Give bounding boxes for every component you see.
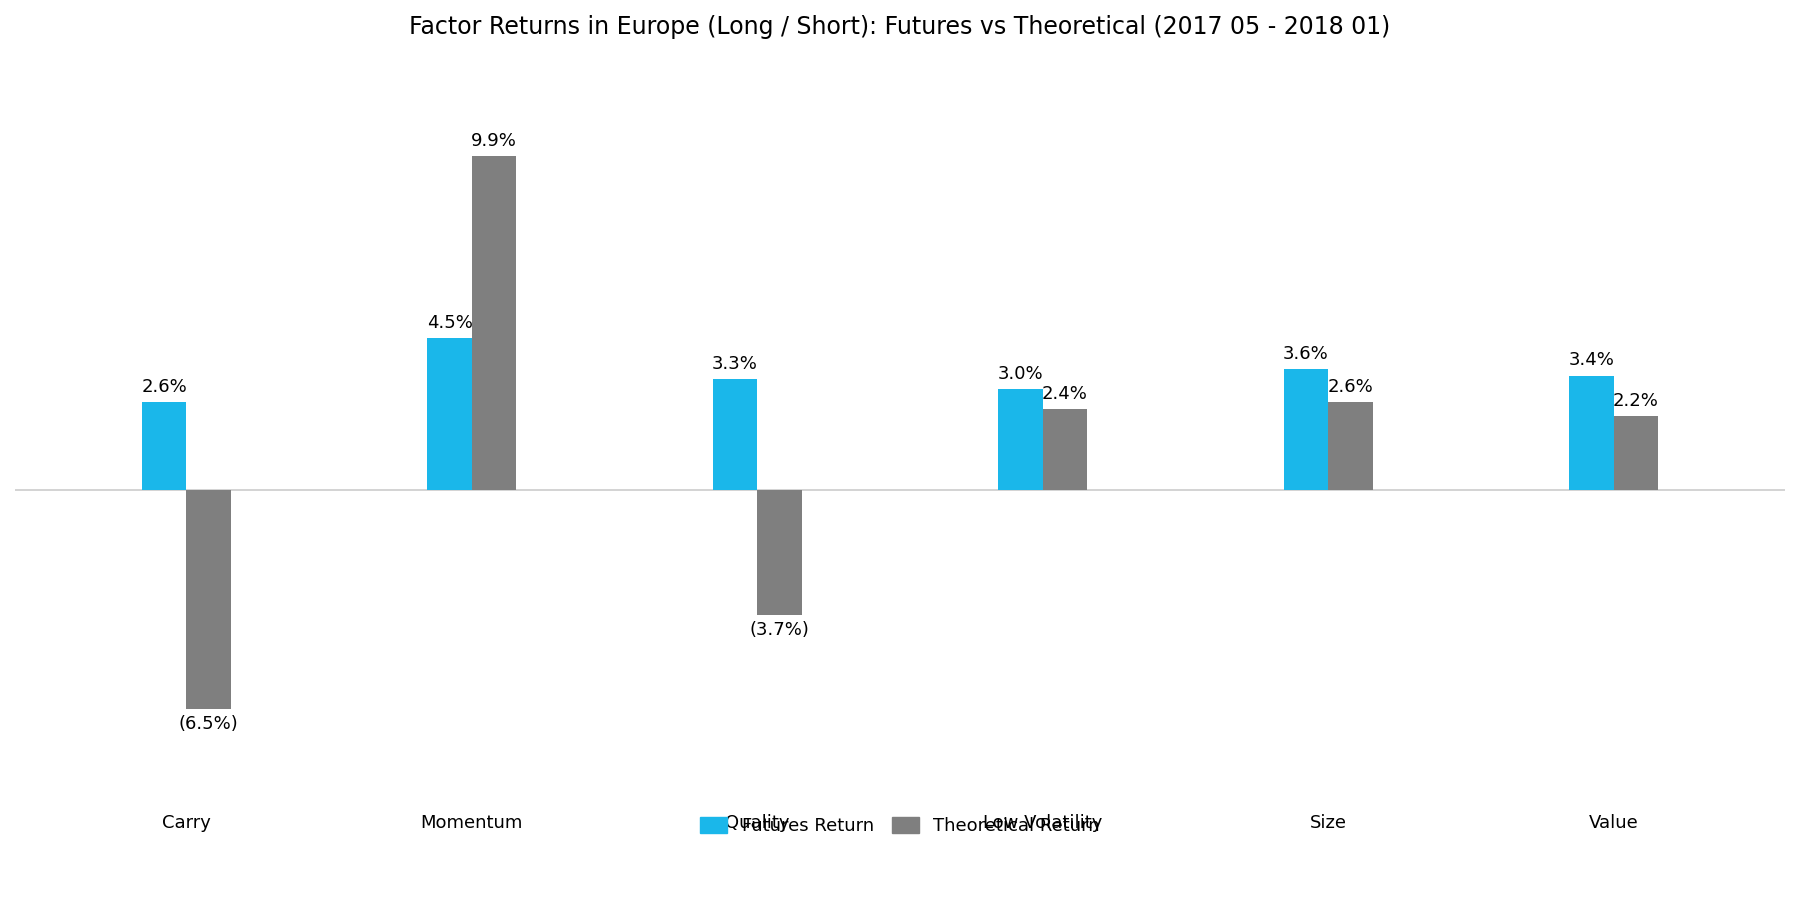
Title: Factor Returns in Europe (Long / Short): Futures vs Theoretical (2017 05 - 2018 : Factor Returns in Europe (Long / Short):… [409, 15, 1391, 39]
Text: 4.5%: 4.5% [427, 314, 473, 332]
Text: 2.6%: 2.6% [1328, 378, 1373, 396]
Bar [1328, 402, 1373, 491]
Text: 2.2%: 2.2% [1613, 392, 1660, 410]
Legend: Futures Return, Theoretical Return: Futures Return, Theoretical Return [693, 810, 1107, 842]
Bar [758, 491, 801, 615]
Bar [1570, 375, 1615, 491]
Bar [1042, 410, 1087, 490]
Bar [1615, 416, 1658, 490]
Text: 2.6%: 2.6% [140, 378, 187, 396]
Text: 2.4%: 2.4% [1042, 385, 1087, 403]
Bar [185, 491, 230, 709]
Bar [713, 379, 758, 490]
Text: 3.0%: 3.0% [997, 364, 1044, 382]
Text: 9.9%: 9.9% [472, 132, 517, 150]
Bar [1283, 369, 1328, 491]
Bar [142, 402, 185, 491]
Text: 3.3%: 3.3% [713, 355, 758, 373]
Text: (3.7%): (3.7%) [749, 621, 810, 639]
Bar [999, 389, 1042, 491]
Text: 3.6%: 3.6% [1283, 345, 1328, 363]
Bar [427, 338, 472, 490]
Bar [472, 157, 517, 490]
Text: 3.4%: 3.4% [1568, 352, 1615, 370]
Text: (6.5%): (6.5%) [178, 716, 238, 733]
